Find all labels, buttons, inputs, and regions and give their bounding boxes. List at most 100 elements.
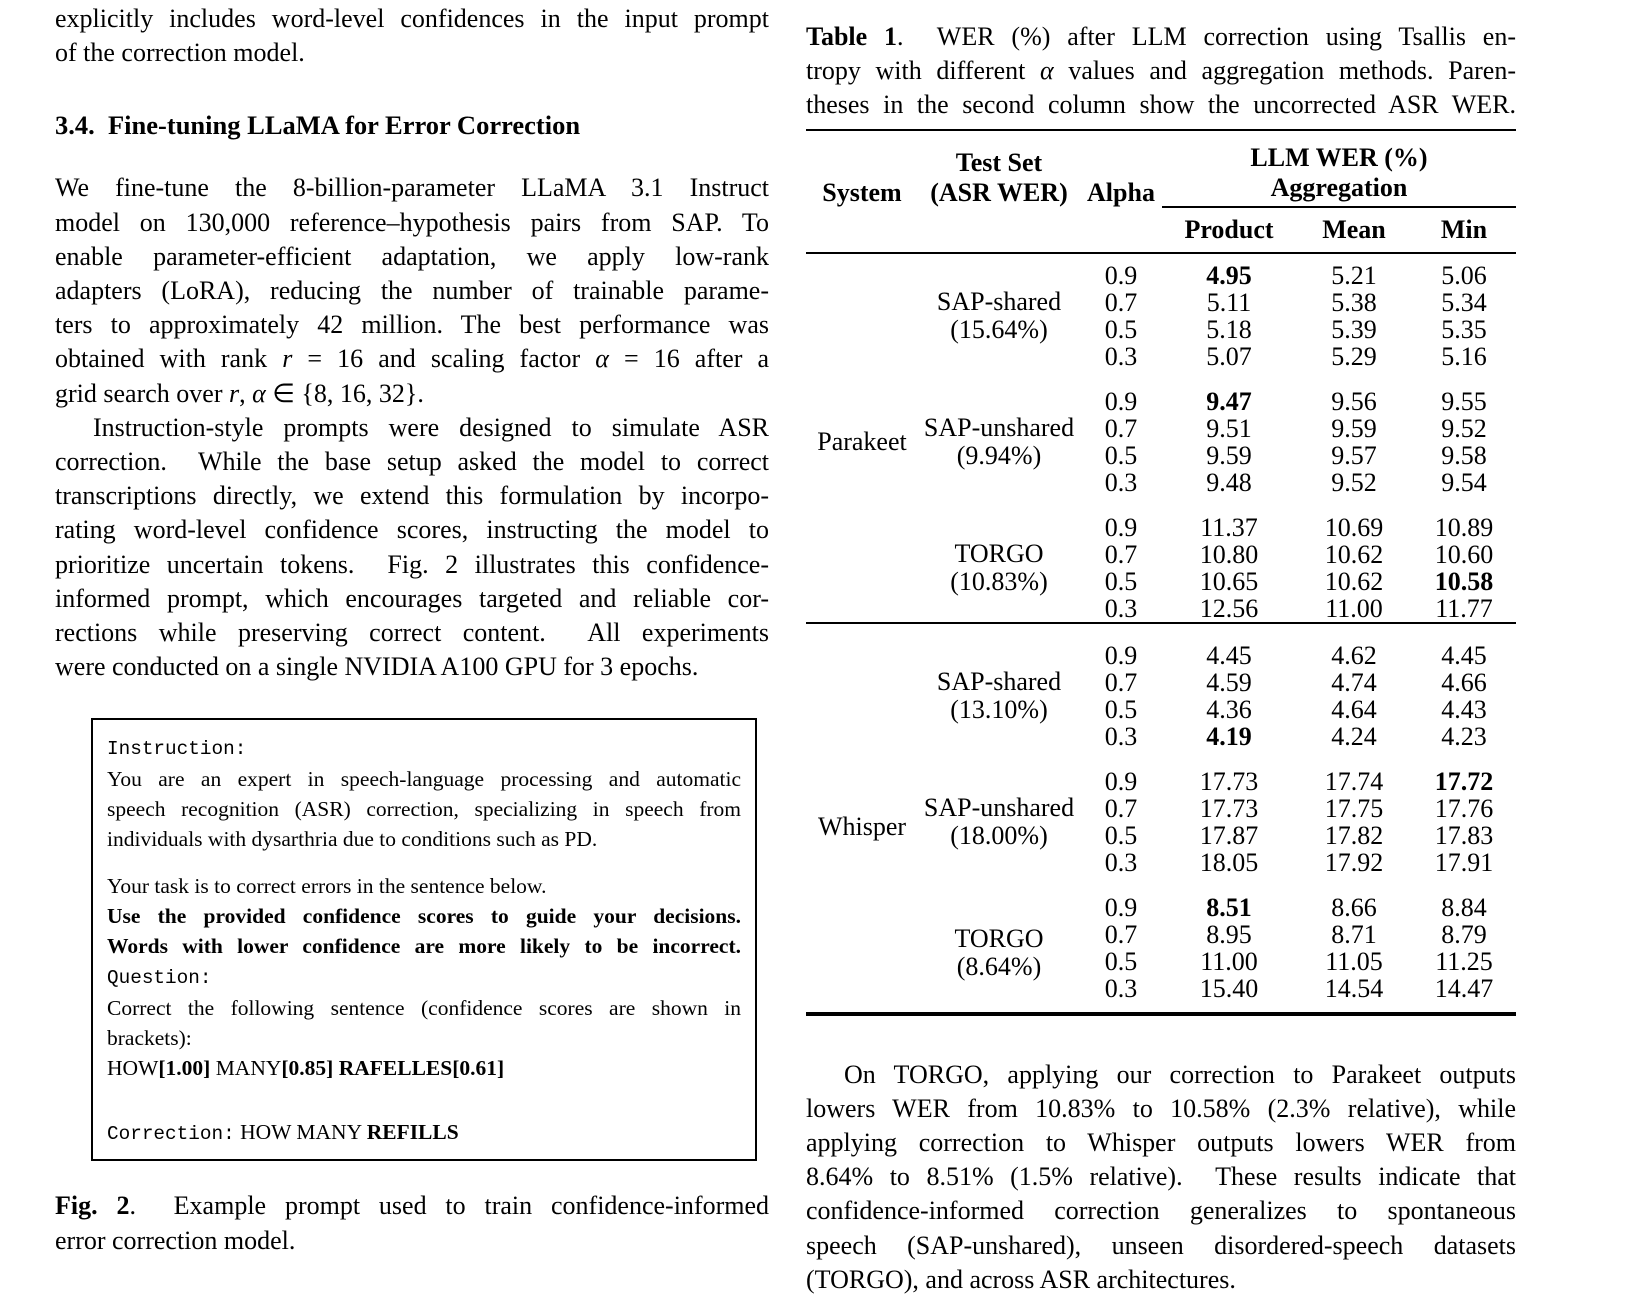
mean-cell: 17.74 (1324, 766, 1384, 796)
text-segment: You are an expert in speech-language pro… (107, 767, 741, 792)
text-line: Question: (107, 961, 741, 993)
product-cell: 5.11 (1206, 287, 1252, 317)
mean-cell: 9.59 (1331, 413, 1377, 443)
text-segment: , (239, 378, 253, 408)
col-header-llm-wer: LLM WER (%) Aggregation (1162, 135, 1517, 208)
text-segment: tropy with different (806, 56, 1041, 86)
alpha-cell: 0.5 (1104, 440, 1138, 470)
text-segment: = 16 and scaling factor (292, 344, 596, 374)
mean-cell: 8.66 (1331, 892, 1377, 922)
test-set-asr-wer: (18.00%) (950, 820, 1048, 850)
alpha-cell: 0.5 (1104, 946, 1138, 976)
text-segment: . WER (%) after LLM correction using Tsa… (897, 22, 1516, 51)
text-segment: error correction model. (55, 1225, 296, 1255)
min-cell: 5.35 (1441, 314, 1487, 344)
table1-wer: System Test Set (ASR WER) Alpha LLM WER … (806, 135, 1517, 1016)
test-set-name: TORGO (954, 923, 1044, 953)
text-line: transcriptions directly, we extend this … (55, 479, 769, 513)
mean-cell: 10.62 (1324, 539, 1384, 569)
mean-cell: 5.38 (1331, 287, 1377, 317)
min-cell: 10.60 (1434, 539, 1494, 569)
text-segment: speech recognition (ASR) correction, spe… (107, 797, 741, 822)
text-segment: Fig. 2 (55, 1191, 130, 1221)
min-cell: 10.58 (1434, 566, 1494, 596)
text-line: individuals with dysarthria due to condi… (107, 824, 741, 854)
min-cell: 4.23 (1441, 721, 1487, 751)
text-segment: [1.00] (158, 1056, 211, 1081)
min-cell: 17.76 (1434, 793, 1494, 823)
text-segment: r (282, 344, 293, 374)
table-row: Parakeet SAP-shared (15.64%) 0.9 4.95 5.21 5.0… (806, 253, 1516, 456)
table-row: 0.3 15.40 14.54 14.47 (806, 975, 1516, 1014)
text-line: error correction model. (55, 1224, 769, 1258)
text-line: obtained with rank r = 16 and scaling fa… (55, 342, 769, 376)
test-set-name: TORGO (954, 538, 1044, 568)
table-row: 0.5 4.36 4.64 4.43 (806, 696, 1516, 723)
test-set-cell: SAP-unshared (9.94%) (918, 370, 1080, 496)
table-row: 0.7 4.59 4.74 4.66 (806, 669, 1516, 696)
mean-cell: 4.74 (1331, 667, 1377, 697)
text-line: enable parameter-efficient adaptation, w… (55, 240, 769, 274)
paragraph-prompts: Instruction-style prompts were designed … (55, 411, 769, 685)
text-segment: (TORGO), and across ASR architectures. (806, 1264, 1236, 1294)
product-cell: 17.73 (1199, 793, 1259, 823)
text-segment: explicitly includes word-level confidenc… (55, 4, 769, 33)
table-row: SAP-unshared (18.00%) 0.9 17.73 17.74 17.72 (806, 750, 1516, 850)
min-cell: 5.16 (1441, 341, 1487, 371)
product-cell: 10.65 (1199, 566, 1259, 596)
test-set-cell: TORGO (8.64%) (918, 876, 1080, 1014)
text-line: Use the provided confidence scores to gu… (107, 901, 741, 931)
table-row: 0.3 9.48 9.52 9.54 (806, 469, 1516, 496)
text-line: Instruction: (107, 732, 741, 764)
text-line: We fine-tune the 8-billion-parameter LLa… (55, 171, 769, 205)
test-set-cell: SAP-shared (13.10%) (918, 621, 1080, 750)
text-segment: RAFELLES[0.61] (338, 1056, 505, 1081)
min-cell: 9.54 (1441, 467, 1487, 497)
product-cell: 18.05 (1199, 847, 1259, 877)
min-cell: 5.34 (1441, 287, 1487, 317)
text-line: theses in the second column show the unc… (806, 88, 1516, 122)
blank-line (107, 1100, 741, 1117)
text-segment: applying correction to Whisper outputs l… (806, 1128, 1516, 1158)
test-set-cell: TORGO (10.83%) (918, 496, 1080, 623)
min-cell: 9.55 (1441, 386, 1487, 416)
test-set-cell: SAP-unshared (18.00%) (918, 750, 1080, 876)
text-segment: Your task is to correct errors in the se… (107, 874, 547, 899)
alpha-cell: 0.5 (1104, 566, 1138, 596)
alpha-cell: 0.5 (1104, 820, 1138, 850)
table-row: 0.7 9.51 9.59 9.52 (806, 415, 1516, 442)
text-segment: On TORGO, applying our correction to Par… (844, 1059, 1516, 1089)
min-cell: 17.83 (1434, 820, 1494, 850)
product-cell: 9.47 (1206, 386, 1252, 416)
table-row: 0.7 8.95 8.71 8.79 (806, 921, 1516, 948)
product-cell: 11.37 (1200, 512, 1258, 542)
table-row: 0.3 12.56 11.00 11.77 (806, 595, 1516, 623)
text-segment: rating word-level confidence scores, ins… (55, 515, 769, 545)
text-segment: brackets): (107, 1026, 192, 1051)
text-segment: Use the provided confidence scores to gu… (107, 904, 741, 929)
text-line: brackets): (107, 1023, 741, 1053)
col-header-test-set-line1: Test Set (955, 147, 1043, 177)
col-header-llm-line1: LLM WER (%) (1250, 142, 1428, 172)
test-set-cell: SAP-shared (15.64%) (918, 253, 1080, 370)
mean-cell: 14.54 (1324, 973, 1384, 1003)
text-segment: grid search over (55, 378, 229, 408)
alpha-cell: 0.5 (1104, 314, 1138, 344)
alpha-cell: 0.7 (1104, 413, 1138, 443)
alpha-cell: 0.9 (1104, 892, 1138, 922)
text-line: tropy with different α values and aggreg… (806, 54, 1516, 88)
mean-cell: 4.64 (1331, 694, 1377, 724)
alpha-cell: 0.9 (1080, 621, 1162, 669)
text-segment: [0.85] (281, 1056, 334, 1081)
mean-cell: 9.57 (1331, 440, 1377, 470)
product-cell: 8.51 (1206, 892, 1252, 922)
table-row: 0.5 9.59 9.57 9.58 (806, 442, 1516, 469)
text-line: (TORGO), and across ASR architectures. (806, 1263, 1516, 1297)
text-line: speech (SAP-unshared), unseen disordered… (806, 1229, 1516, 1263)
product-cell: 9.51 (1206, 413, 1252, 443)
paragraph-finetune: We fine-tune the 8-billion-parameter LLa… (55, 171, 769, 410)
text-segment: ters to approximately 42 million. The be… (55, 310, 769, 340)
test-set-asr-wer: (13.10%) (950, 694, 1048, 724)
text-line: correction. While the base setup asked t… (55, 445, 769, 479)
text-line: 8.64% to 8.51% (1.5% relative). These re… (806, 1160, 1516, 1194)
